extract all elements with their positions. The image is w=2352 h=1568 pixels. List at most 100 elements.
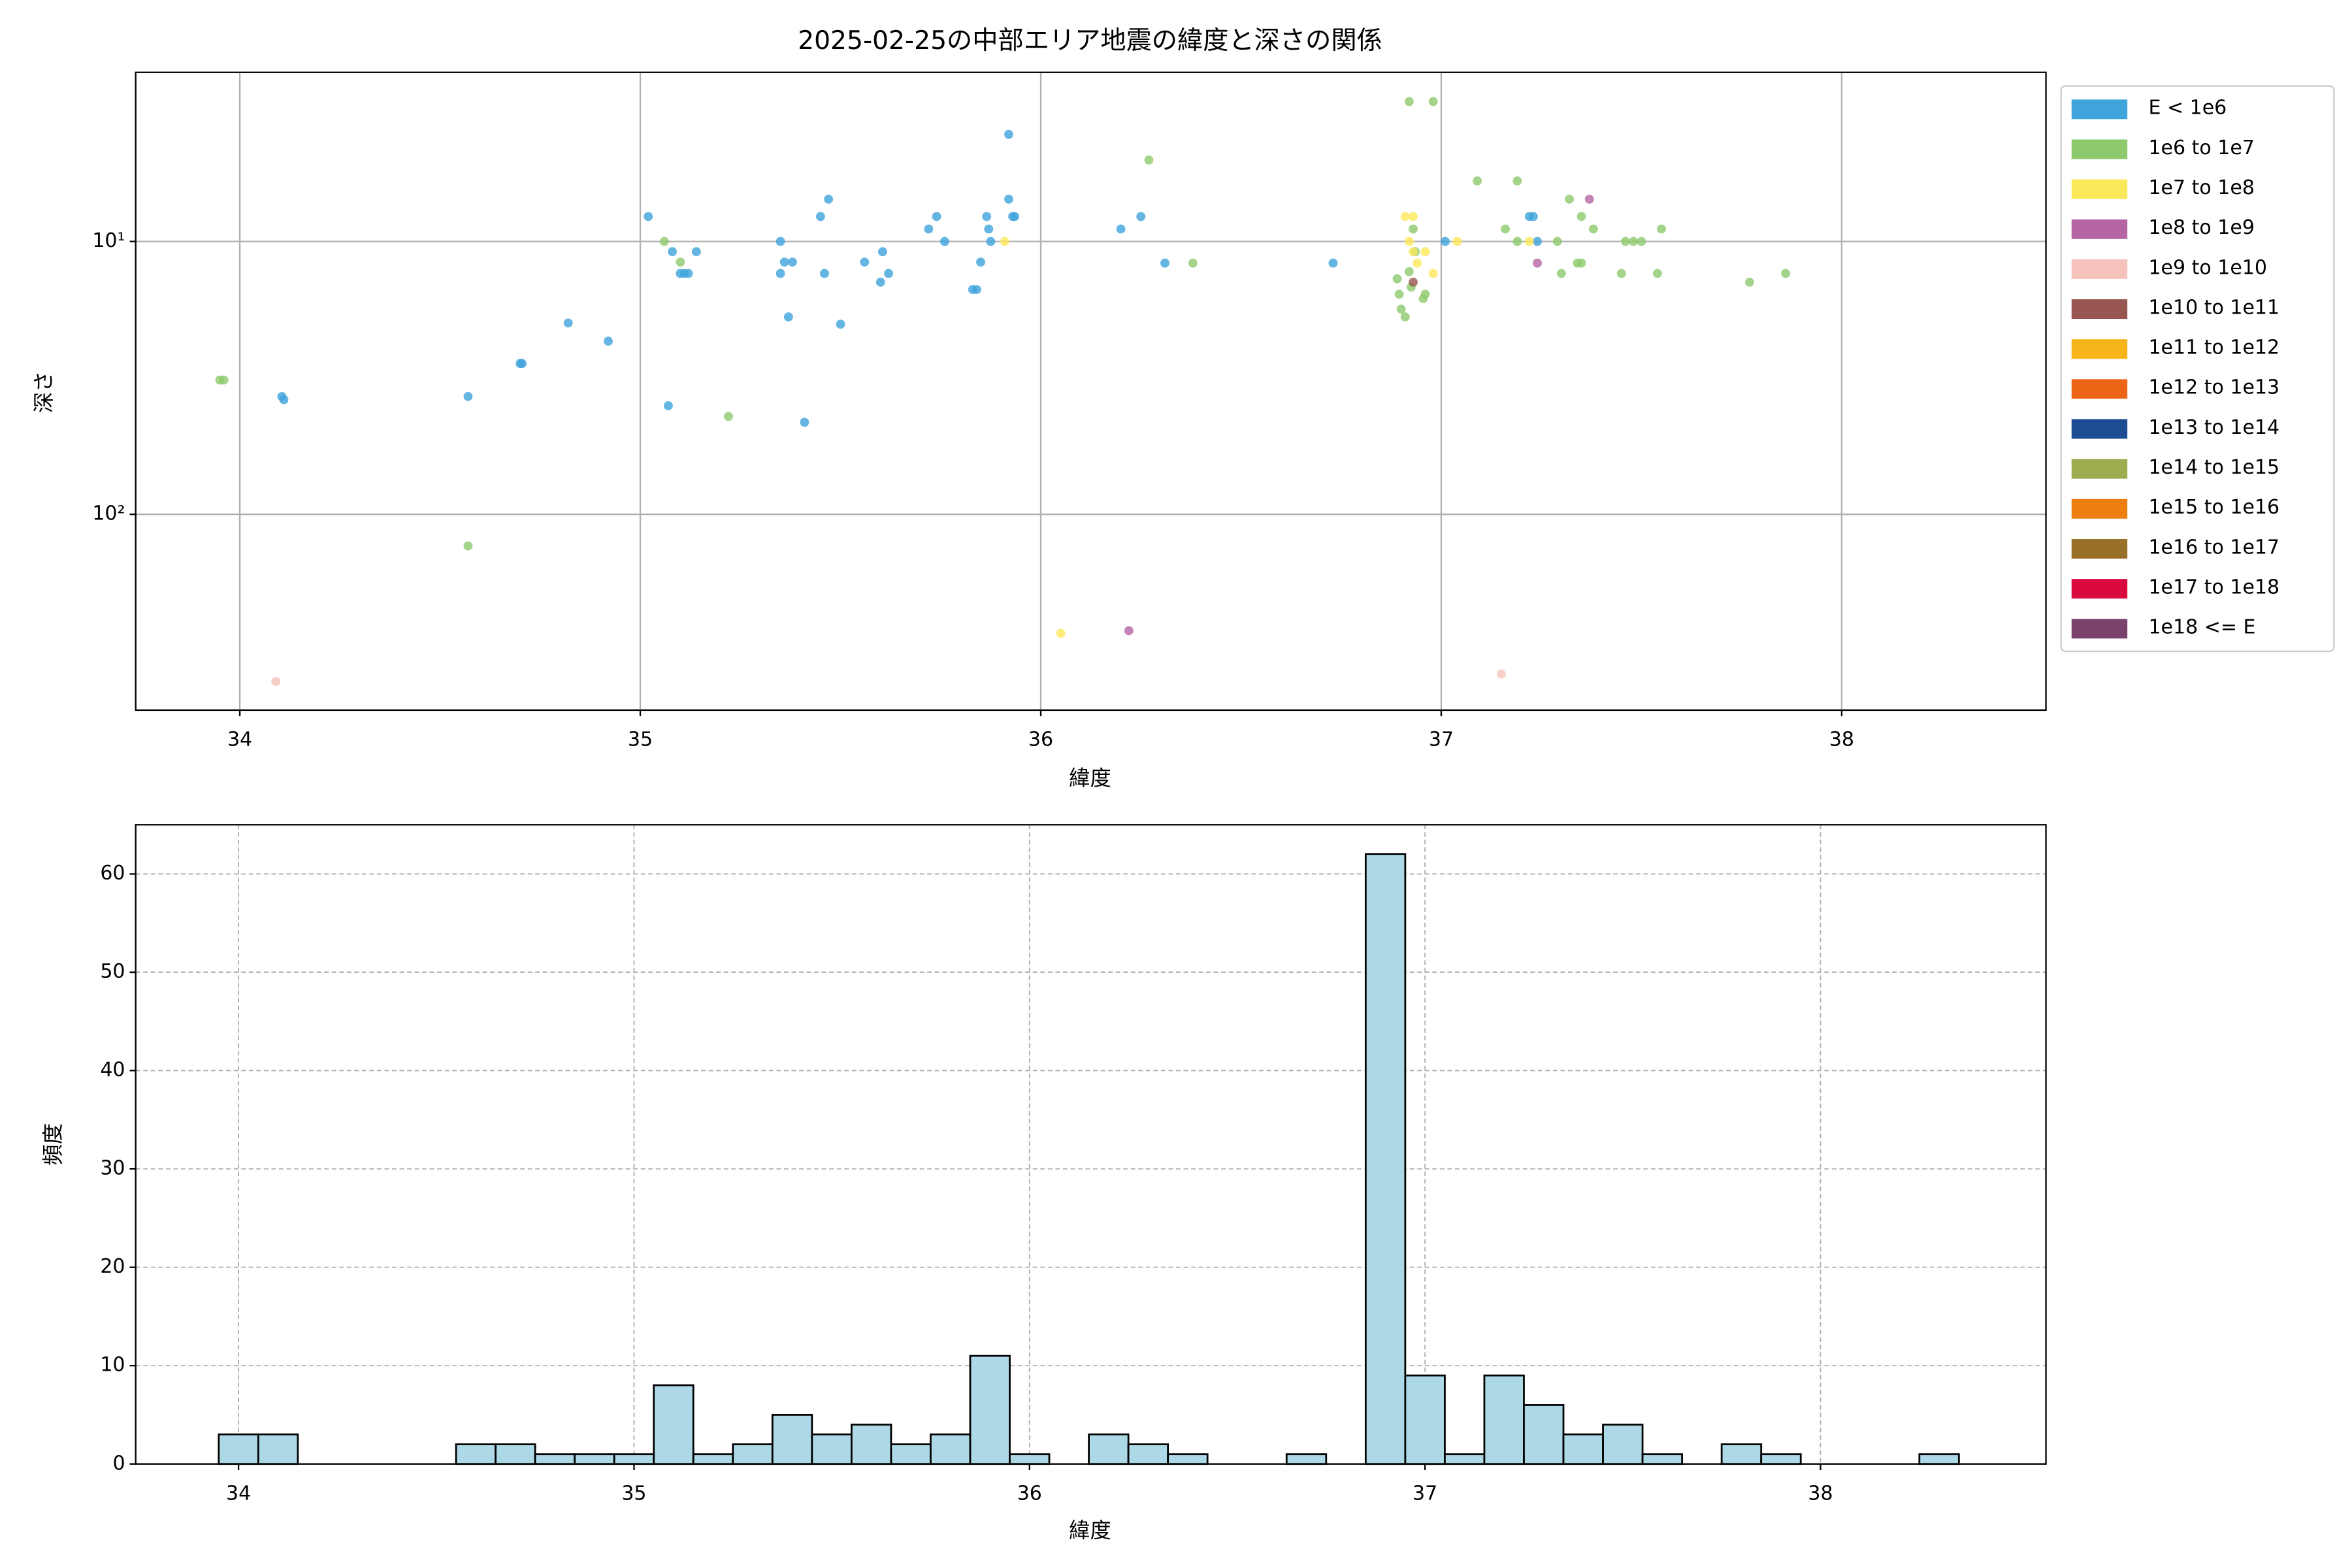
data-point	[1056, 629, 1066, 638]
data-point	[1396, 304, 1406, 314]
data-point	[219, 375, 229, 385]
data-point	[939, 237, 949, 246]
data-point	[1529, 212, 1538, 221]
histogram-bar	[692, 1453, 734, 1465]
y-tick-label: 10²	[92, 502, 125, 525]
legend-swatch	[2071, 99, 2128, 120]
histogram-bar	[574, 1453, 615, 1465]
data-point	[1405, 267, 1414, 276]
data-point	[976, 257, 985, 267]
data-point	[668, 247, 677, 257]
histogram-bar	[930, 1433, 972, 1465]
histogram-bar	[1483, 1374, 1525, 1465]
data-point	[1781, 269, 1791, 278]
data-point	[1512, 237, 1522, 246]
x-tick-label: 38	[1808, 1482, 1833, 1505]
data-point	[1328, 258, 1338, 268]
legend-swatch	[2071, 379, 2128, 399]
data-point	[1576, 212, 1586, 221]
histogram-bar	[1127, 1443, 1169, 1465]
plot-frame	[135, 824, 2047, 1465]
histogram-bar	[534, 1453, 576, 1465]
y-tick-label: 10	[100, 1354, 125, 1377]
legend-swatch	[2071, 299, 2128, 319]
data-point	[1136, 212, 1146, 221]
y-tick-label: 0	[112, 1452, 125, 1475]
histogram-bar	[811, 1433, 853, 1465]
data-point	[932, 212, 941, 221]
x-axis-label: 緯度	[1069, 766, 1111, 791]
data-point	[1144, 155, 1154, 165]
histogram-bar	[218, 1433, 259, 1465]
legend-swatch	[2071, 539, 2128, 559]
data-point	[972, 285, 981, 295]
data-point	[779, 257, 789, 267]
data-point	[1004, 129, 1013, 139]
data-point	[836, 319, 845, 329]
data-point	[815, 212, 825, 221]
legend-label: 1e6 to 1e7	[2148, 137, 2254, 159]
data-point	[1400, 212, 1410, 221]
histogram-bar	[653, 1384, 694, 1465]
data-point	[1653, 269, 1662, 278]
data-point	[683, 269, 693, 278]
data-point	[1188, 258, 1198, 268]
legend-label: 1e14 to 1e15	[2148, 456, 2279, 479]
histogram-bar	[1009, 1453, 1051, 1465]
data-point	[1552, 237, 1562, 246]
histogram-bar	[1404, 1374, 1446, 1465]
data-point	[1394, 289, 1404, 299]
data-point	[1452, 237, 1462, 246]
data-point	[1533, 237, 1542, 246]
legend-swatch	[2071, 419, 2128, 439]
x-tick-label: 37	[1413, 1482, 1437, 1505]
data-point	[271, 677, 281, 687]
legend-label: 1e7 to 1e8	[2148, 176, 2254, 199]
legend-label: 1e17 to 1e18	[2148, 576, 2279, 599]
histogram-bar	[1364, 853, 1407, 1465]
data-point	[644, 212, 653, 221]
y-tick-label: 20	[100, 1255, 125, 1278]
histogram-bar	[732, 1443, 774, 1465]
data-point	[1637, 237, 1646, 246]
legend-label: 1e15 to 1e16	[2148, 496, 2279, 519]
data-point	[1565, 194, 1575, 204]
legend-label: 1e18 <= E	[2148, 616, 2255, 639]
data-point	[800, 417, 809, 427]
y-tick-label: 60	[100, 862, 125, 885]
histogram-bar	[771, 1414, 813, 1465]
histogram-bar	[850, 1424, 892, 1465]
y-tick-label: 30	[100, 1157, 125, 1180]
legend-swatch	[2071, 459, 2128, 479]
x-tick-label: 38	[1829, 728, 1854, 751]
histogram-bar	[495, 1443, 536, 1465]
x-tick-label: 34	[227, 728, 252, 751]
data-point	[1124, 626, 1134, 636]
legend-swatch	[2071, 339, 2128, 359]
histogram-bar	[257, 1433, 299, 1465]
data-point	[1160, 258, 1169, 268]
data-point	[986, 237, 996, 246]
data-point	[659, 237, 669, 246]
data-point	[875, 277, 885, 287]
data-point	[463, 541, 473, 551]
x-tick-label: 35	[621, 1482, 646, 1505]
histogram-bar	[1285, 1453, 1328, 1465]
legend-swatch	[2071, 579, 2128, 599]
legend-swatch	[2071, 179, 2128, 199]
x-tick-label: 37	[1429, 728, 1454, 751]
x-tick-label: 35	[628, 728, 653, 751]
histogram-bar	[1720, 1443, 1763, 1465]
data-point	[691, 247, 701, 257]
histogram-bar	[1760, 1453, 1802, 1465]
data-point	[676, 257, 685, 267]
y-tick-label: 40	[100, 1058, 125, 1081]
legend-swatch	[2071, 619, 2128, 639]
histogram-bar	[1088, 1433, 1130, 1465]
data-point	[1616, 269, 1626, 278]
legend-label: 1e9 to 1e10	[2148, 256, 2267, 279]
legend-label: 1e8 to 1e9	[2148, 216, 2254, 239]
data-point	[1405, 97, 1414, 106]
plot-frame	[135, 71, 2047, 711]
